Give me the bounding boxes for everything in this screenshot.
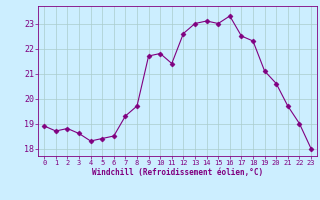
X-axis label: Windchill (Refroidissement éolien,°C): Windchill (Refroidissement éolien,°C): [92, 168, 263, 177]
